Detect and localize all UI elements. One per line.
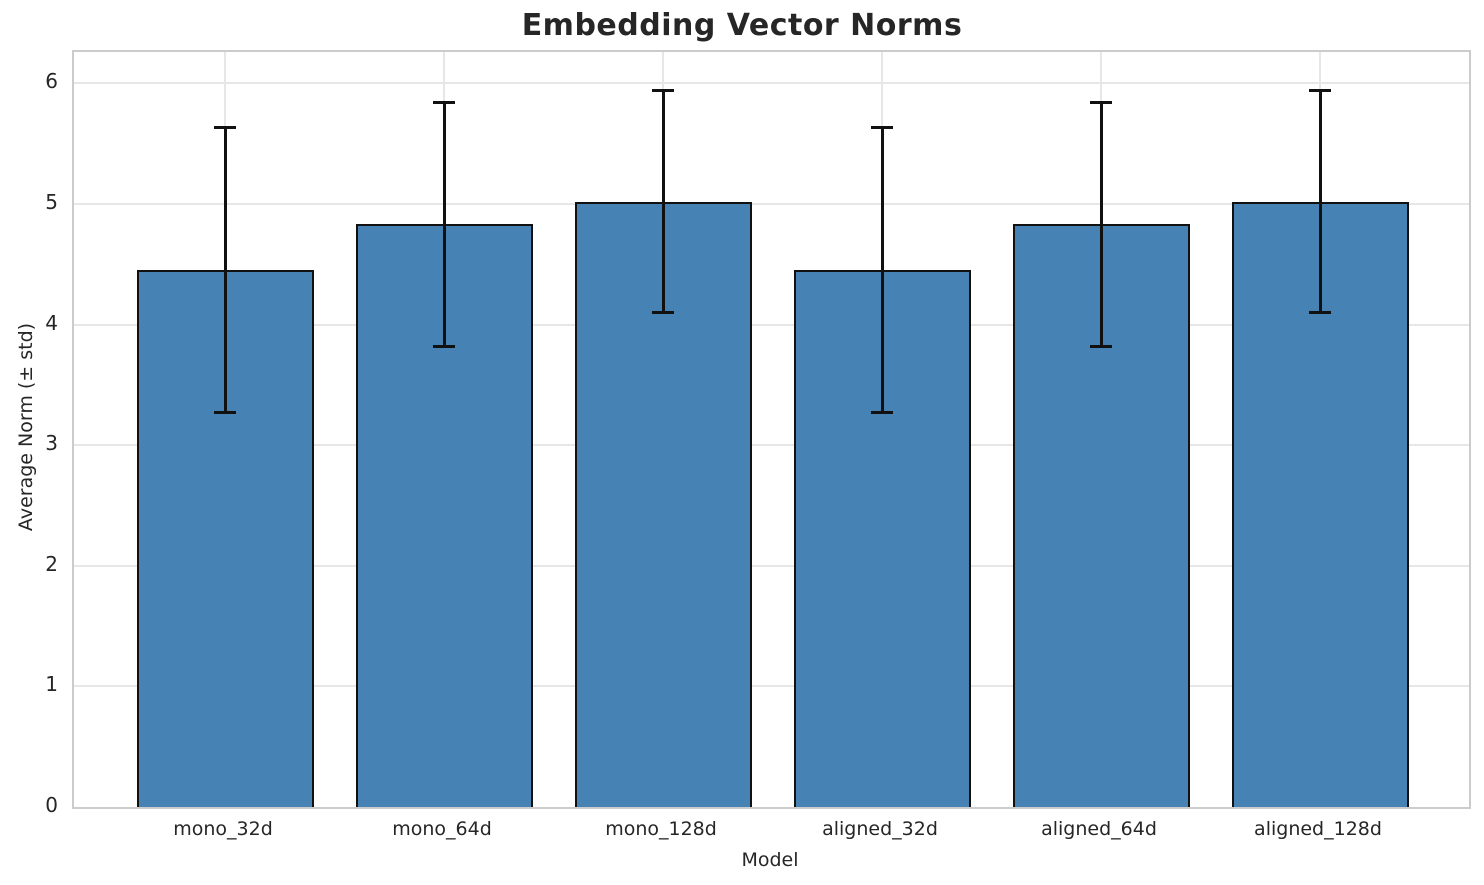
error-bar-cap-bottom-aligned_128d <box>1309 311 1331 314</box>
error-bar-cap-bottom-aligned_32d <box>871 411 893 415</box>
error-bar-line-mono_64d <box>442 102 446 347</box>
y-tick-label: 1 <box>45 672 58 697</box>
error-bar-cap-top-mono_64d <box>433 101 455 105</box>
y-axis-label: Average Norm (± std) <box>15 322 37 532</box>
horizontal-gridline <box>74 685 1469 688</box>
y-tick-label: 5 <box>45 189 58 214</box>
error-bar-cap-top-aligned_32d <box>871 126 893 130</box>
error-bar-cap-top-mono_32d <box>214 126 236 130</box>
y-tick-label: 3 <box>45 431 58 456</box>
error-bar-line-aligned_32d <box>880 127 884 413</box>
x-tick-label-mono_128d: mono_128d <box>605 818 717 840</box>
y-tick-label: 2 <box>45 551 58 576</box>
x-tick-label-aligned_32d: aligned_32d <box>822 818 938 840</box>
error-bar-cap-bottom-mono_64d <box>433 344 455 348</box>
chart-plot-area <box>72 50 1471 809</box>
horizontal-gridline <box>74 82 1469 85</box>
x-tick-label-aligned_64d: aligned_64d <box>1041 818 1157 840</box>
horizontal-gridline <box>74 564 1469 567</box>
error-bar-cap-bottom-aligned_64d <box>1090 344 1112 348</box>
horizontal-gridline <box>74 202 1469 205</box>
error-bar-cap-top-mono_128d <box>652 89 674 93</box>
error-bar-cap-bottom-mono_128d <box>652 311 674 314</box>
error-bar-line-aligned_128d <box>1318 90 1322 313</box>
x-tick-label-mono_32d: mono_32d <box>173 818 273 840</box>
horizontal-gridline <box>74 444 1469 447</box>
y-tick-label: 4 <box>45 310 58 335</box>
chart-title: Embedding Vector Norms <box>521 8 963 43</box>
error-bar-cap-top-aligned_64d <box>1090 101 1112 105</box>
error-bar-cap-top-aligned_128d <box>1309 89 1331 93</box>
x-tick-label-mono_64d: mono_64d <box>392 818 492 840</box>
y-tick-label: 0 <box>45 793 58 817</box>
error-bar-cap-bottom-mono_32d <box>214 411 236 415</box>
y-tick-label: 6 <box>45 69 58 94</box>
horizontal-gridline <box>74 323 1469 326</box>
x-tick-label-aligned_128d: aligned_128d <box>1254 818 1382 840</box>
error-bar-line-aligned_64d <box>1099 102 1103 347</box>
x-axis-label: Model <box>741 849 799 871</box>
error-bar-line-mono_128d <box>661 90 665 313</box>
error-bar-line-mono_32d <box>223 127 227 413</box>
